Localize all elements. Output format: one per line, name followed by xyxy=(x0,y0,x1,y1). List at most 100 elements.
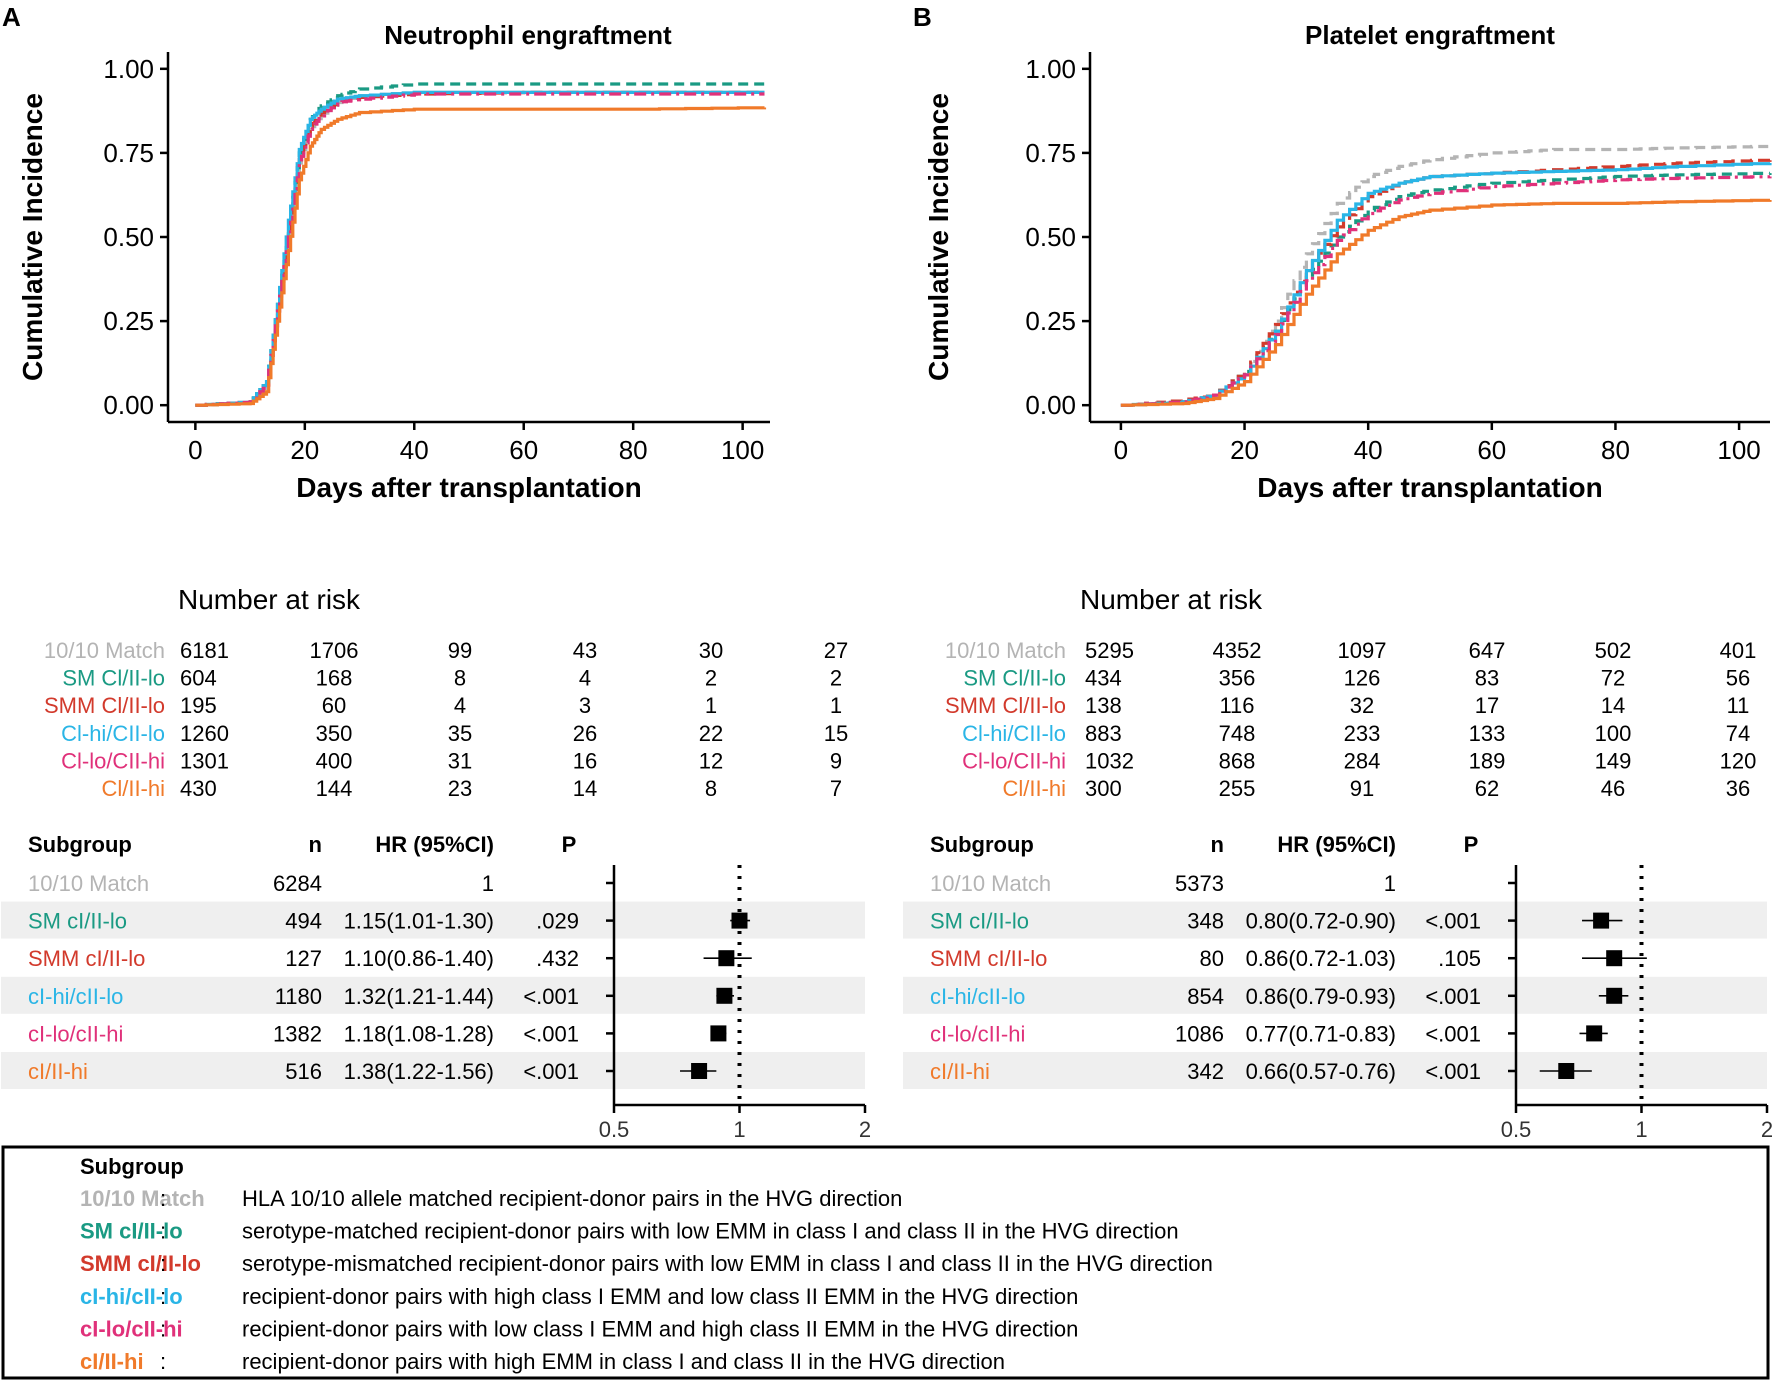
risk-cell: 60 xyxy=(322,693,346,718)
legend-description: recipient-donor pairs with high EMM in c… xyxy=(242,1349,1005,1374)
risk-row-label: SM Cl/II-lo xyxy=(963,666,1066,691)
risk-cell: 434 xyxy=(1085,666,1122,691)
forest-header-p: P xyxy=(562,832,577,857)
legend-label: cI-hi/cII-lo xyxy=(80,1284,183,1309)
risk-cell: 17 xyxy=(1475,693,1499,718)
forest-row-n: 348 xyxy=(1187,909,1224,934)
forest-row-n: 1180 xyxy=(275,984,322,1009)
risk-cell: 15 xyxy=(824,721,848,746)
y-tick-label: 0.75 xyxy=(1025,138,1076,168)
hr-point xyxy=(691,1063,708,1079)
risk-cell: 16 xyxy=(573,748,597,773)
risk-cell: 8 xyxy=(454,666,466,691)
forest-row-n: 342 xyxy=(1187,1059,1224,1084)
forest-row-p: .105 xyxy=(1438,946,1481,971)
forest-header-p: P xyxy=(1464,832,1479,857)
risk-cell: 748 xyxy=(1219,721,1256,746)
forest-row-hr: 1.38(1.22-1.56) xyxy=(344,1059,494,1084)
x-tick-label: 40 xyxy=(1354,435,1383,465)
forest-row-hr: 1.32(1.21-1.44) xyxy=(344,984,494,1009)
risk-cell: 27 xyxy=(824,638,848,663)
forest-row-n: 854 xyxy=(1187,984,1224,1009)
risk-cell: 116 xyxy=(1219,693,1254,718)
forest-row-label: 10/10 Match xyxy=(28,871,149,896)
risk-cell: 1097 xyxy=(1338,638,1387,663)
risk-row-label: 10/10 Match xyxy=(44,638,165,663)
risk-cell: 502 xyxy=(1595,638,1632,663)
forest-row-n: 494 xyxy=(285,909,322,934)
risk-cell: 401 xyxy=(1720,638,1757,663)
risk-cell: 11 xyxy=(1727,693,1750,718)
risk-row-label: 10/10 Match xyxy=(945,638,1066,663)
forest-header-subgroup: Subgroup xyxy=(28,832,132,857)
risk-cell: 100 xyxy=(1595,721,1632,746)
hr-point xyxy=(718,950,735,967)
risk-cell: 1 xyxy=(705,693,717,718)
risk-cell: 149 xyxy=(1595,748,1632,773)
forest-header-n: n xyxy=(309,832,322,857)
hr-point xyxy=(1586,1025,1603,1042)
x-tick-label: 0 xyxy=(188,435,202,465)
forest-row-p: <.001 xyxy=(523,1059,579,1084)
risk-cell: 195 xyxy=(180,693,217,718)
row-band xyxy=(1,1052,865,1089)
forest-x-tick-label: 2 xyxy=(859,1117,871,1142)
forest-row-label: cI-lo/cII-hi xyxy=(930,1021,1025,1046)
forest-row-hr: 0.86(0.72-1.03) xyxy=(1246,946,1396,971)
y-tick-label: 0.25 xyxy=(1025,306,1076,336)
forest-row-label: cI/II-hi xyxy=(930,1059,990,1084)
forest-x-tick-label: 1 xyxy=(1635,1117,1647,1142)
legend-title: Subgroup xyxy=(80,1154,184,1179)
risk-cell: 133 xyxy=(1469,721,1506,746)
risk-cell: 6181 xyxy=(180,638,229,663)
hr-point xyxy=(1606,987,1623,1004)
y-tick-label: 1.00 xyxy=(103,54,154,84)
risk-cell: 883 xyxy=(1085,721,1122,746)
risk-row-label: SM Cl/II-lo xyxy=(62,666,165,691)
risk-row-label: Cl-lo/CII-hi xyxy=(61,748,165,773)
forest-header-subgroup: Subgroup xyxy=(930,832,1034,857)
hr-point xyxy=(1606,950,1623,967)
risk-row-label: Cl/II-hi xyxy=(1002,776,1066,801)
forest-row-p: <.001 xyxy=(1425,1021,1481,1046)
legend-colon: : xyxy=(160,1316,166,1341)
y-axis-label: Cumulative Incidence xyxy=(17,93,48,381)
y-tick-label: 0.50 xyxy=(103,222,154,252)
row-band xyxy=(903,901,1767,939)
km-chart-neutrophil: 0.00 0.25 0.50 0.75 1.00 0 20 40 60 80 100 Days aft… xyxy=(17,52,770,503)
risk-cell: 430 xyxy=(180,776,217,801)
risk-cell: 1032 xyxy=(1085,748,1134,773)
risk-cell: 1 xyxy=(830,693,842,718)
forest-row-n: 1382 xyxy=(273,1021,322,1046)
risk-cell: 99 xyxy=(448,638,472,663)
x-axis-label: Days after transplantation xyxy=(296,472,641,503)
risk-cell: 604 xyxy=(180,666,217,691)
risk-cell: 233 xyxy=(1344,721,1381,746)
forest-row-p: <.001 xyxy=(1425,984,1481,1009)
forest-row-label: cI-hi/cII-lo xyxy=(930,984,1025,1009)
risk-cell: 120 xyxy=(1720,748,1757,773)
risk-cell: 144 xyxy=(316,776,353,801)
forest-row-hr: 1.10(0.86-1.40) xyxy=(344,946,494,971)
risk-cell: 14 xyxy=(1601,693,1625,718)
x-tick-label: 100 xyxy=(1717,435,1760,465)
forest-header-n: n xyxy=(1211,832,1224,857)
forest-row-p: .029 xyxy=(536,909,579,934)
chart-title-a: Neutrophil engraftment xyxy=(384,20,672,50)
legend-colon: : xyxy=(160,1219,166,1244)
risk-cell: 12 xyxy=(699,748,723,773)
series-line-chi xyxy=(1120,162,1772,407)
forest-row-hr: 0.86(0.79-0.93) xyxy=(1246,984,1396,1009)
risk-cell: 189 xyxy=(1469,748,1506,773)
legend-description: serotype-matched recipient-donor pairs w… xyxy=(242,1219,1179,1244)
forest-row-label: SMM cI/II-lo xyxy=(930,946,1047,971)
forest-row-n: 516 xyxy=(285,1059,322,1084)
forest-x-tick-label: 0.5 xyxy=(599,1117,630,1142)
forest-row-hr: 1.18(1.08-1.28) xyxy=(344,1021,494,1046)
hr-point xyxy=(716,987,733,1004)
forest-row-n: 6284 xyxy=(273,871,322,896)
forest-row-n: 5373 xyxy=(1175,871,1224,896)
risk-cell: 284 xyxy=(1344,748,1381,773)
series-line-match xyxy=(1120,144,1772,407)
